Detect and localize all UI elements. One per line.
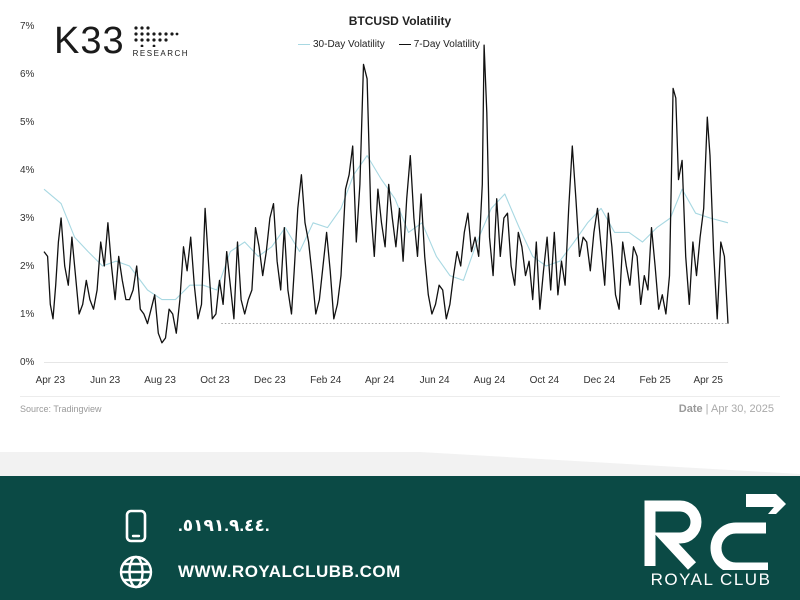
x-tick-label: Apr 23 bbox=[36, 375, 66, 386]
x-tick-label: Dec 24 bbox=[583, 375, 615, 386]
date-label: Date | Apr 30, 2025 bbox=[678, 403, 774, 415]
y-tick-label: 5% bbox=[20, 117, 35, 128]
k33-research-logo: K33 RESEARCH bbox=[54, 22, 189, 60]
y-tick-label: 4% bbox=[20, 165, 35, 176]
brand-name: K33 bbox=[54, 20, 125, 62]
x-tick-label: Oct 24 bbox=[530, 375, 560, 386]
x-tick-label: Dec 23 bbox=[254, 375, 286, 386]
legend-swatch-30day bbox=[298, 44, 310, 45]
y-tick-label: 3% bbox=[20, 213, 35, 224]
phone-number[interactable]: .٥١٩١.٩.٤٤. bbox=[178, 516, 270, 535]
y-tick-label: 2% bbox=[20, 261, 35, 272]
x-tick-label: Oct 23 bbox=[200, 375, 230, 386]
phone-row: .٥١٩١.٩.٤٤. bbox=[118, 508, 270, 544]
y-tick-label: 0% bbox=[20, 357, 35, 368]
y-tick-label: 6% bbox=[20, 69, 35, 80]
chart-panel: K33 RESEARCH BTCUSD Volatility 30-Day Vo… bbox=[20, 14, 780, 415]
dot-grid-icon bbox=[134, 25, 179, 47]
footer-wedge bbox=[0, 452, 800, 478]
x-tick-label: Feb 25 bbox=[640, 375, 672, 386]
legend-item-7day: 7-Day Volatility bbox=[398, 39, 480, 50]
footer-divider bbox=[20, 396, 780, 397]
globe-icon bbox=[119, 555, 153, 589]
x-tick-label: Feb 24 bbox=[310, 375, 342, 386]
legend-swatch-7day bbox=[398, 44, 411, 45]
legend-label-7day: 7-Day Volatility bbox=[413, 39, 480, 50]
date-caption: Date bbox=[678, 403, 703, 415]
x-tick-label: Jun 24 bbox=[420, 375, 450, 386]
brand-subtitle: RESEARCH bbox=[132, 48, 190, 58]
x-tick-label: Aug 24 bbox=[474, 375, 506, 386]
volatility-chart: 0% 1% 2% 3% 4% 5% 6% 7% Apr 23 Jun 23 Aug 23 Oct 23… bbox=[20, 21, 729, 386]
x-tick-label: Jun 23 bbox=[90, 375, 120, 386]
royal-club-logo: ROYAL CLUB bbox=[636, 488, 786, 592]
y-tick-label: 1% bbox=[20, 309, 35, 320]
website-link[interactable]: WWW.ROYALCLUBB.COM bbox=[178, 562, 401, 581]
contact-footer: .٥١٩١.٩.٤٤. WWW.ROYALCLUBB.COM ROYAL CLU… bbox=[0, 478, 800, 600]
logo-name: ROYAL CLUB bbox=[650, 570, 772, 589]
x-tick-label: Apr 25 bbox=[693, 375, 723, 386]
date-value: Apr 30, 2025 bbox=[711, 403, 774, 415]
x-tick-label: Aug 23 bbox=[144, 375, 176, 386]
mobile-phone-icon bbox=[125, 509, 147, 543]
legend-item-30day: 30-Day Volatility bbox=[298, 39, 385, 50]
chart-legend: 30-Day Volatility 7-Day Volatility bbox=[298, 39, 480, 50]
rc-monogram-icon bbox=[644, 494, 786, 574]
y-tick-label: 7% bbox=[20, 21, 35, 32]
x-tick-label: Apr 24 bbox=[365, 375, 395, 386]
chart-title: BTCUSD Volatility bbox=[348, 14, 452, 28]
legend-label-30day: 30-Day Volatility bbox=[313, 39, 385, 50]
website-row: WWW.ROYALCLUBB.COM bbox=[118, 554, 401, 590]
source-label: Source: Tradingview bbox=[20, 404, 102, 414]
series-line-7day bbox=[43, 44, 729, 344]
